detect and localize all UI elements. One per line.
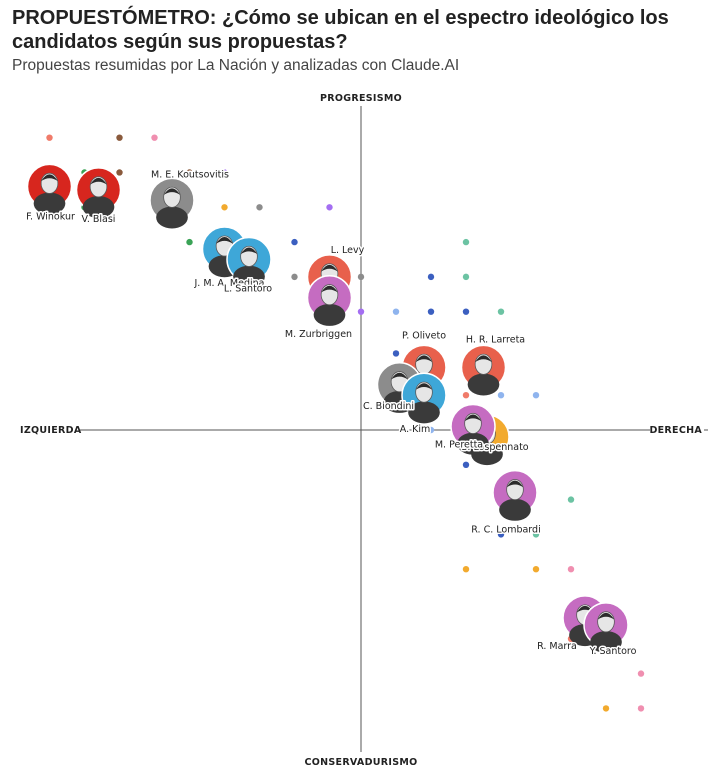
proposal-dot xyxy=(462,238,470,246)
avatar-portrait xyxy=(467,353,500,396)
candidate-marker[interactable] xyxy=(75,167,122,219)
avatar-portrait xyxy=(82,176,115,219)
avatar-portrait xyxy=(313,284,346,326)
proposal-dot xyxy=(116,134,123,141)
proposal-dot xyxy=(637,705,645,712)
proposal-dot xyxy=(497,392,505,399)
candidate-label: L. Santoro xyxy=(224,283,272,294)
proposal-dot xyxy=(427,308,435,315)
proposal-dot xyxy=(637,670,645,677)
candidate-label: P. Oliveto xyxy=(402,330,446,341)
candidate-label: R. C. Lombardi xyxy=(471,525,540,536)
proposal-dot xyxy=(221,169,228,176)
proposal-dot xyxy=(186,169,193,176)
proposal-dot xyxy=(186,238,193,246)
candidate-label: M. Zurbriggen xyxy=(285,329,352,340)
proposal-dots xyxy=(46,134,645,712)
axis-label-right: DERECHA xyxy=(649,425,702,436)
candidate-marker[interactable] xyxy=(583,602,629,654)
proposal-dot xyxy=(567,566,575,573)
candidate-marker[interactable] xyxy=(450,403,496,455)
proposal-dot xyxy=(392,350,400,357)
proposal-dot xyxy=(291,273,298,281)
chart-title: PROPUESTÓMETRO: ¿Cómo se ubican en el es… xyxy=(12,7,669,53)
candidate-label: H. R. Larreta xyxy=(466,334,525,345)
proposal-dot xyxy=(497,531,505,538)
axis-label-left: IZQUIERDA xyxy=(20,425,82,436)
candidate-labels: F. Winokur V. Blasi M. E. Koutsovitis J. M.… xyxy=(25,168,638,659)
candidate-marker[interactable] xyxy=(226,236,272,288)
avatar-portrait xyxy=(457,412,489,455)
candidate-label: C. Biondini xyxy=(363,401,414,412)
proposal-dot xyxy=(462,392,470,399)
proposal-dot xyxy=(291,238,298,246)
avatar-portrait xyxy=(233,245,265,288)
proposal-dot xyxy=(256,204,263,211)
proposal-dot xyxy=(357,308,365,315)
candidate-label: L. Levy xyxy=(331,245,365,256)
candidate-label: M. Peretta xyxy=(435,440,483,451)
proposal-dot xyxy=(567,496,575,503)
chart-subtitle: Propuestas resumidas por La Nación y ana… xyxy=(12,57,460,74)
proposal-dot xyxy=(46,134,53,141)
candidate-marker[interactable] xyxy=(460,344,507,396)
avatar-portrait xyxy=(33,172,66,215)
candidate-marker[interactable] xyxy=(306,275,353,326)
proposal-dot xyxy=(116,169,123,176)
proposal-dot xyxy=(532,392,540,399)
proposal-dot xyxy=(462,566,470,573)
proposal-dot xyxy=(462,308,470,315)
proposal-dot xyxy=(427,273,435,281)
candidate-label: A. Kim xyxy=(400,424,431,435)
avatar-portrait xyxy=(156,186,188,229)
candidate-label: Y. Santoro xyxy=(589,646,637,657)
axis-labels: PROGRESISMO CONSERVADURISMO IZQUIERDA DE… xyxy=(17,91,704,768)
candidate-label: J. M. A. Medina xyxy=(193,278,264,289)
proposal-dot xyxy=(392,308,400,315)
candidate-label: S. Lospennato xyxy=(461,442,528,453)
candidate-markers xyxy=(26,163,629,654)
avatar-portrait xyxy=(408,381,440,424)
proposal-dot xyxy=(151,134,158,141)
candidate-label: F. Winokur xyxy=(26,211,75,222)
proposal-dot xyxy=(462,273,470,281)
candidate-marker[interactable] xyxy=(26,163,73,215)
candidate-marker[interactable] xyxy=(492,469,538,521)
proposal-dot xyxy=(221,204,228,211)
candidate-marker[interactable] xyxy=(149,177,195,229)
proposal-dot xyxy=(497,308,505,315)
proposal-dot xyxy=(532,531,540,538)
avatar-portrait xyxy=(590,611,622,654)
candidate-label: V. Blasi xyxy=(82,214,116,225)
proposal-dot xyxy=(462,461,470,468)
candidate-marker[interactable] xyxy=(401,372,447,424)
proposal-dot xyxy=(532,566,540,573)
axis-label-bottom: CONSERVADURISMO xyxy=(304,757,417,768)
candidate-label: R. Marra xyxy=(537,641,577,652)
avatar-portrait xyxy=(499,479,531,521)
proposal-dot xyxy=(326,204,333,211)
proposal-dot xyxy=(357,273,365,281)
axis-label-top: PROGRESISMO xyxy=(320,93,402,104)
proposal-dot xyxy=(427,426,435,434)
candidate-label: M. E. Koutsovitis xyxy=(151,169,229,180)
proposal-dot xyxy=(602,705,610,712)
